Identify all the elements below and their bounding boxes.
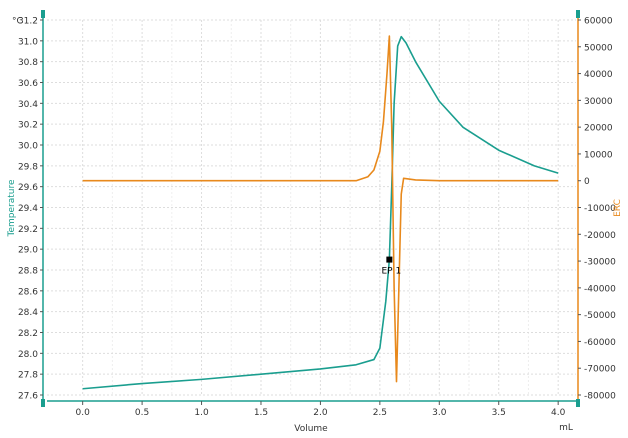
left-axis-cap-top bbox=[41, 10, 45, 18]
x-axis-unit: mL bbox=[559, 423, 573, 433]
endpoint-marker bbox=[386, 256, 393, 263]
right-axis-cap-bottom bbox=[576, 399, 580, 407]
y-left-tick-label: 31.2 bbox=[18, 17, 38, 27]
x-tick-label: 1.5 bbox=[254, 408, 268, 418]
y-right-tick-label: -80000 bbox=[584, 392, 616, 402]
y-right-tick-label: 10000 bbox=[584, 150, 613, 160]
y-right-tick-label: 50000 bbox=[584, 43, 613, 53]
y-right-tick-label: 40000 bbox=[584, 70, 613, 80]
y-left-tick-label: 29.0 bbox=[18, 246, 38, 256]
endpoint-label: EP 1 bbox=[382, 267, 402, 277]
y-left-tick-label: 30.4 bbox=[18, 100, 38, 110]
y-left-tick-label: 29.8 bbox=[18, 162, 38, 172]
y-left-unit: °C bbox=[12, 17, 23, 27]
y-left-tick-label: 27.8 bbox=[18, 371, 38, 381]
y-left-tick-label: 29.4 bbox=[18, 204, 38, 214]
grid-lines bbox=[47, 19, 576, 396]
y-right-tick-label: -70000 bbox=[584, 365, 616, 375]
y-left-tick-label: 28.6 bbox=[18, 287, 38, 297]
x-tick-label: 4.0 bbox=[551, 408, 566, 418]
series-line-temperature bbox=[82, 35, 559, 390]
y-left-tick-label: 27.6 bbox=[18, 392, 38, 402]
y-right-tick-label: -60000 bbox=[584, 338, 616, 348]
x-tick-label: 2.5 bbox=[373, 408, 387, 418]
y-right-tick-label: 30000 bbox=[584, 97, 613, 107]
x-tick-label: 1.0 bbox=[194, 408, 209, 418]
y-left-tick-label: 30.2 bbox=[18, 121, 38, 131]
y-right-tick-label: -50000 bbox=[584, 311, 616, 321]
x-tick-label: 0.5 bbox=[135, 408, 149, 418]
y-left-tick-label: 29.6 bbox=[18, 183, 38, 193]
y-left-axis-label: Temperature bbox=[7, 179, 17, 237]
y-right-tick-label: 0 bbox=[584, 177, 590, 187]
y-left-tick-label: 28.8 bbox=[18, 267, 38, 277]
y-left-tick-label: 31.0 bbox=[18, 37, 38, 47]
y-right-tick-label: 60000 bbox=[584, 17, 613, 27]
y-right-tick-label: -30000 bbox=[584, 258, 616, 268]
y-right-tick-label: -20000 bbox=[584, 231, 616, 241]
x-tick-label: 0.0 bbox=[75, 408, 90, 418]
y-right-tick-label: -10000 bbox=[584, 204, 616, 214]
y-right-tick-label: -40000 bbox=[584, 284, 616, 294]
y-left-tick-label: 28.2 bbox=[18, 329, 38, 339]
y-left-tick-label: 29.2 bbox=[18, 225, 38, 235]
y-left-tick-label: 30.0 bbox=[18, 142, 38, 152]
left-axis-cap-bottom bbox=[41, 399, 45, 407]
x-tick-label: 3.5 bbox=[492, 408, 506, 418]
y-left-tick-label: 30.6 bbox=[18, 79, 38, 89]
right-axis-cap-top bbox=[576, 10, 580, 18]
x-tick-label: 3.0 bbox=[432, 408, 447, 418]
series-line-erc bbox=[82, 35, 559, 383]
y-right-tick-label: 20000 bbox=[584, 124, 613, 134]
x-tick-label: 2.0 bbox=[313, 408, 328, 418]
y-left-tick-label: 28.4 bbox=[18, 308, 38, 318]
y-left-tick-label: 28.0 bbox=[18, 350, 38, 360]
y-left-tick-label: 30.8 bbox=[18, 58, 38, 68]
y-right-axis-label: ERC bbox=[613, 199, 623, 217]
x-axis-label: Volume bbox=[294, 424, 328, 434]
